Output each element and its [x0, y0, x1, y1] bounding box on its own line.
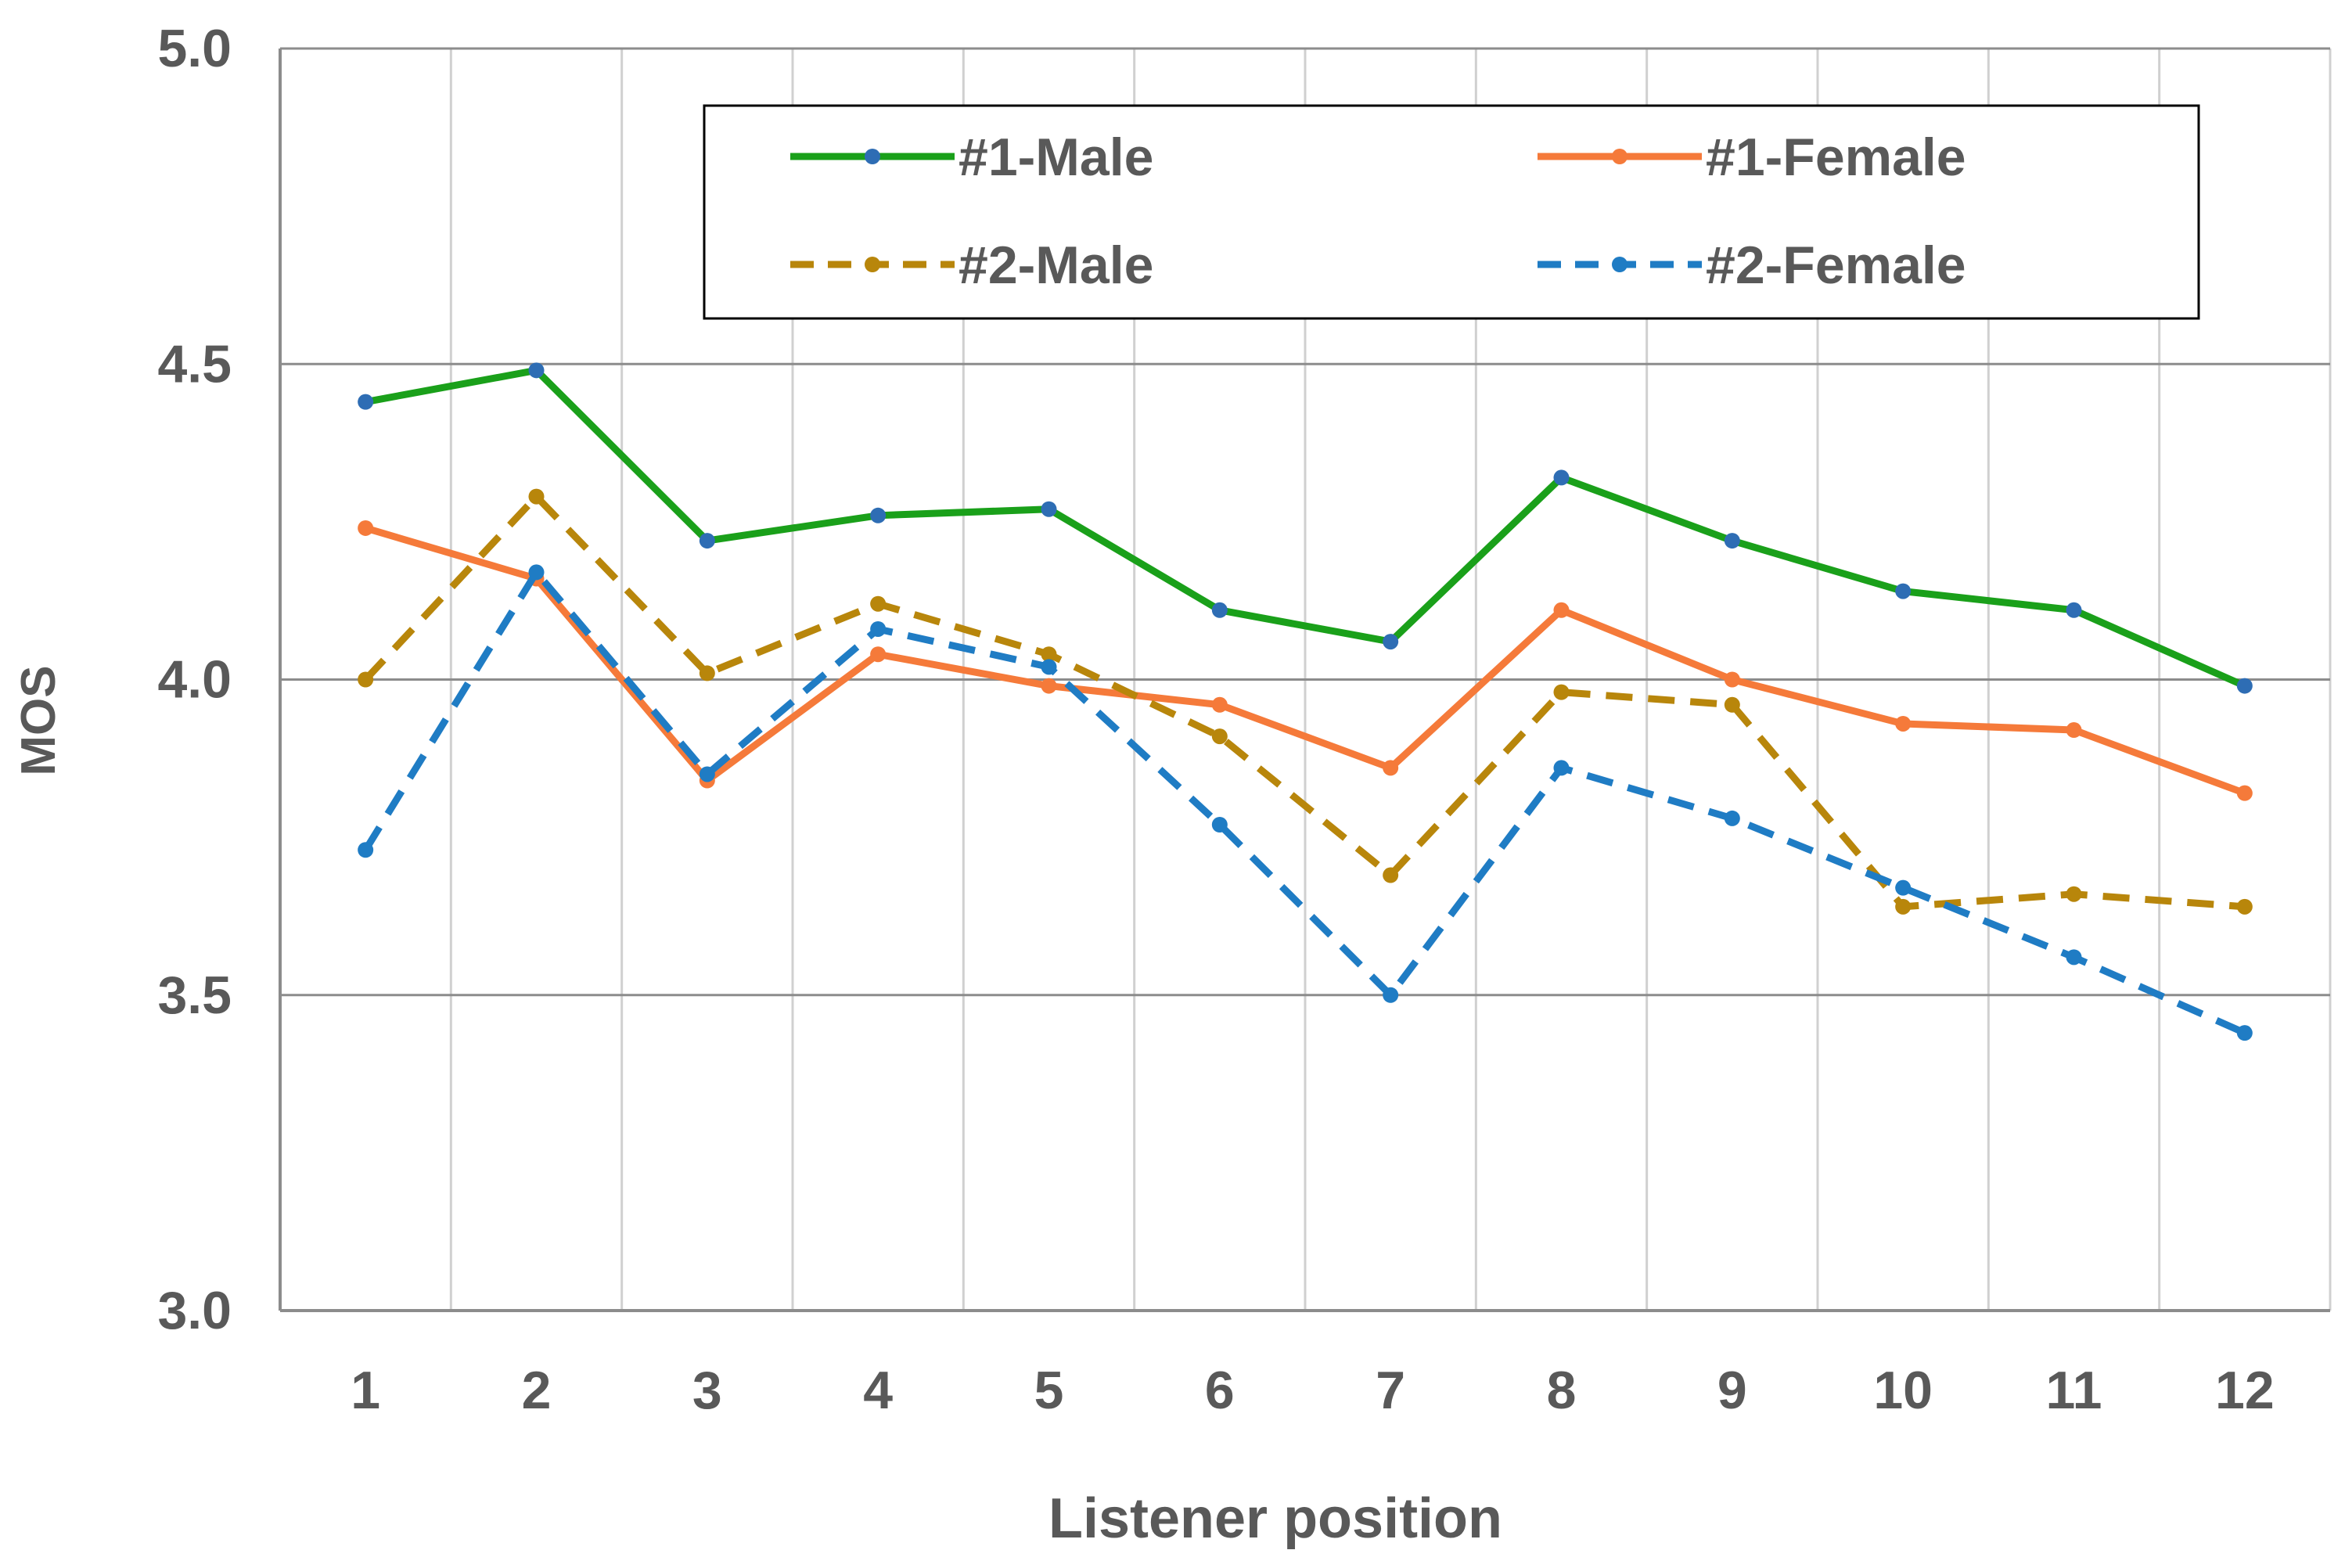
- data-point: [1553, 760, 1570, 776]
- data-point: [699, 665, 715, 682]
- data-point: [2066, 602, 2082, 618]
- legend-label: #2-Female: [1706, 236, 1966, 295]
- data-point: [1211, 696, 1228, 713]
- legend-label: #2-Male: [959, 236, 1153, 295]
- x-tick-label: 11: [2046, 1361, 2102, 1420]
- data-point: [358, 394, 374, 410]
- data-point: [528, 564, 545, 581]
- y-tick-label: 4.5: [157, 334, 232, 394]
- data-point: [2066, 949, 2082, 966]
- data-point: [1383, 867, 1399, 883]
- data-point: [358, 520, 374, 536]
- x-tick-label: 12: [2215, 1361, 2275, 1420]
- data-point: [1895, 583, 1912, 599]
- legend-swatch-marker: [1612, 257, 1627, 272]
- y-tick-label: 3.5: [157, 966, 232, 1025]
- legend-label: #1-Female: [1706, 128, 1966, 187]
- data-point: [2066, 722, 2082, 739]
- x-tick-label: 6: [1205, 1361, 1235, 1420]
- data-point: [1895, 715, 1912, 732]
- y-axis-label: MOS: [12, 665, 66, 775]
- data-point: [358, 842, 374, 858]
- data-point: [1211, 602, 1228, 618]
- x-tick-label: 2: [522, 1361, 552, 1420]
- data-point: [1553, 602, 1570, 618]
- data-point: [1041, 501, 1057, 517]
- data-point: [2066, 886, 2082, 902]
- legend-swatch-marker: [1612, 149, 1627, 164]
- legend-swatch-marker: [865, 149, 880, 164]
- series-#2-Male: [358, 488, 2253, 915]
- series-line: [365, 366, 2246, 689]
- data-point: [1553, 684, 1570, 700]
- series-#2-Female: [358, 564, 2253, 1041]
- data-point: [1895, 879, 1912, 896]
- data-point: [1041, 659, 1057, 675]
- data-point: [1895, 898, 1912, 915]
- data-point: [870, 646, 887, 663]
- series-lines: [358, 362, 2253, 1041]
- x-tick-label: 7: [1376, 1361, 1405, 1420]
- data-point: [1724, 696, 1740, 713]
- data-point: [358, 671, 374, 688]
- data-point: [870, 620, 887, 637]
- data-point: [1383, 987, 1399, 1003]
- data-point: [2236, 898, 2253, 915]
- data-point: [870, 507, 887, 523]
- data-point: [1041, 678, 1057, 694]
- data-point: [2236, 678, 2253, 694]
- x-tick-label: 10: [1873, 1361, 1933, 1420]
- y-tick-label: 4.0: [157, 650, 232, 710]
- data-point: [1211, 728, 1228, 745]
- x-tick-label: 3: [692, 1361, 722, 1420]
- axes: [279, 49, 2330, 1312]
- data-point: [1383, 760, 1399, 776]
- x-tick-label: 9: [1717, 1361, 1747, 1420]
- data-point: [1724, 671, 1740, 688]
- data-point: [1724, 810, 1740, 826]
- y-tick-labels: 3.0 3.5 4.0 4.5 5.0: [157, 19, 232, 1340]
- x-tick-label: 1: [351, 1361, 380, 1420]
- data-point: [528, 488, 545, 505]
- legend-label: #1-Male: [959, 128, 1153, 187]
- series-line: [364, 524, 2246, 797]
- series-line: [362, 493, 2246, 911]
- data-point: [1724, 533, 1740, 549]
- data-point: [528, 362, 545, 379]
- x-tick-label: 4: [863, 1361, 893, 1420]
- legend-swatch-marker: [865, 257, 880, 272]
- data-point: [1383, 634, 1399, 650]
- x-tick-labels: 1 2 3 4 5 6 7 8 9 10 11 12: [351, 1361, 2274, 1420]
- data-point: [1041, 646, 1057, 663]
- x-axis-label: Listener position: [1048, 1487, 1502, 1550]
- data-point: [699, 533, 715, 549]
- data-point: [870, 595, 887, 612]
- x-tick-label: 5: [1034, 1361, 1064, 1420]
- data-point: [2236, 1025, 2253, 1041]
- x-tick-label: 8: [1547, 1361, 1577, 1420]
- data-point: [2236, 785, 2253, 801]
- legend: #1-Male #1-Female #2-Male #2-Female: [703, 104, 2200, 320]
- series-#1-Male: [358, 362, 2253, 694]
- y-tick-label: 3.0: [157, 1281, 232, 1340]
- y-tick-label: 5.0: [157, 19, 232, 78]
- legend-box: [703, 104, 2200, 320]
- data-point: [1553, 469, 1570, 486]
- data-point: [699, 766, 715, 782]
- data-point: [1211, 816, 1228, 833]
